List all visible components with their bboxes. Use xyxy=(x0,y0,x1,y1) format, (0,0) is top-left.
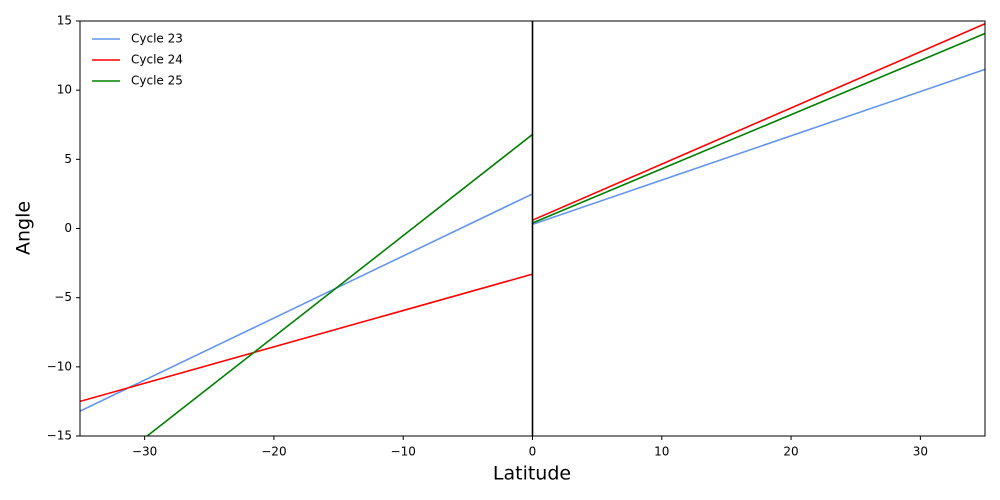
y-tick-label: −5 xyxy=(54,290,72,304)
data-line xyxy=(80,23,985,403)
legend-label: Cycle 24 xyxy=(131,53,183,67)
data-line xyxy=(145,32,985,436)
data-line xyxy=(80,68,985,412)
y-tick-label: 10 xyxy=(57,83,72,97)
plot-frame xyxy=(79,20,986,437)
y-tick-label: 15 xyxy=(57,14,72,28)
x-tick-label: 20 xyxy=(783,445,798,459)
y-axis-label: Angle xyxy=(13,201,35,255)
x-tick-label: −10 xyxy=(391,445,416,459)
y-tick-label: 5 xyxy=(64,152,72,166)
legend-label: Cycle 23 xyxy=(131,32,183,46)
x-tick-label: 30 xyxy=(913,445,928,459)
y-tick-label: 0 xyxy=(64,221,72,235)
x-tick-label: −30 xyxy=(132,445,157,459)
legend-label: Cycle 25 xyxy=(131,74,183,88)
x-tick-label: −20 xyxy=(261,445,286,459)
x-tick-label: 0 xyxy=(529,445,537,459)
x-tick-label: 10 xyxy=(654,445,669,459)
x-axis-label: Latitude xyxy=(493,463,571,485)
plot-area xyxy=(80,23,985,436)
y-tick-label: −10 xyxy=(47,359,72,373)
y-tick-label: −15 xyxy=(47,429,72,443)
